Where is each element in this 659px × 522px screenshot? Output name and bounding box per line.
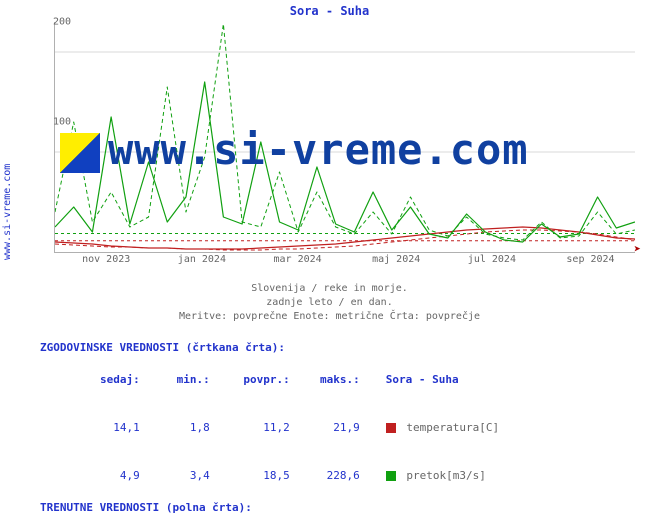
col-headers: sedaj:min.:povpr.:maks.:Sora - Suha (40, 356, 499, 404)
xtick: maj 2024 (372, 254, 420, 265)
site-link[interactable]: www.si-vreme.com (2, 164, 13, 260)
hist-flow-row: 4,93,418,5228,6 pretok[m3/s] (40, 452, 499, 500)
x-arrow-icon: ➤ (634, 242, 641, 256)
plot-area: ➤ (54, 22, 635, 253)
chart-title: Sora - Suha (0, 4, 659, 18)
curr-header: TRENUTNE VREDNOSTI (polna črta): (40, 500, 499, 516)
xtick: jul 2024 (468, 254, 516, 265)
square-icon (386, 423, 396, 433)
hist-header: ZGODOVINSKE VREDNOSTI (črtkana črta): (40, 340, 499, 356)
square-icon (386, 471, 396, 481)
xtick: mar 2024 (274, 254, 322, 265)
stats-tables: ZGODOVINSKE VREDNOSTI (črtkana črta): se… (40, 340, 499, 522)
chart-frame: { "title": "Sora - Suha", "site_label": … (0, 0, 659, 522)
chart-svg (55, 22, 635, 252)
xtick: sep 2024 (566, 254, 614, 265)
hist-temp-row: 14,11,811,221,9 temperatura[C] (40, 404, 499, 452)
ytick: 100 (53, 117, 71, 128)
xtick: jan 2024 (178, 254, 226, 265)
xtick: nov 2023 (82, 254, 130, 265)
col-headers: sedaj:min.:povpr.:maks.:Sora - Suha (40, 516, 499, 522)
ytick: 200 (53, 17, 71, 28)
caption: Slovenija / reke in morje. zadnje leto /… (0, 282, 659, 324)
